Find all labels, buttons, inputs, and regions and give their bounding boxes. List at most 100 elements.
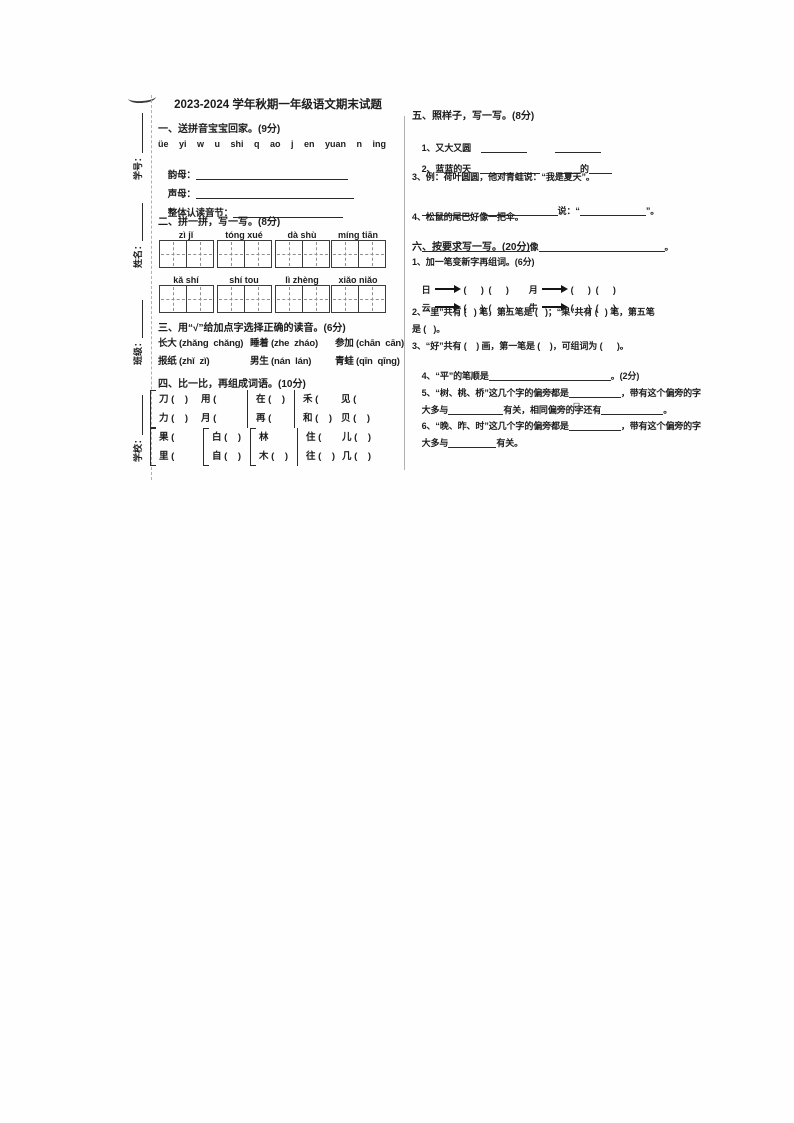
pair-top: 林 [259,432,285,443]
pair-bracket [294,390,300,428]
writing-grid [158,240,214,268]
q3-item: 青蛙 (qīn qīng) [335,356,400,367]
pinyin-letter: j [290,139,294,149]
q4-row2: 果 ( 里 ( 白 ( ) 自 ( ) 林 木 ( ) 住 ( 往 ( ) 儿 (… [0,428,371,468]
answer-blank [421,241,530,252]
pair-top: 住 ( [306,432,332,443]
pair-top: 刀 ( ) [159,394,189,405]
q6-sub6-head: 6、“晚、昨、时”这几个字的偏旁都是 [421,421,569,431]
pinyin-letter: shi [230,139,244,149]
arrow-icon [434,285,461,293]
margin-student-id: 学号： [121,112,154,190]
student-id-blank [132,112,143,153]
answer-blank [481,142,528,153]
q6-sub6-line1: 6、“晚、昨、时”这几个字的偏旁都是 ，带有这个偏旁的字 [412,407,701,446]
word-block: dà shù [274,230,330,268]
q3-item: 报纸 (zhǐ zǐ) [158,356,210,367]
pair-group: 住 ( 往 ( ) [297,428,335,466]
pinyin-letter: ing [372,139,386,149]
q1-shengmu-line: 声母： [158,175,354,214]
yunmu-blank [195,169,348,180]
pair-top: 见 ( [341,394,367,405]
pair-top: 儿 ( ) [342,432,372,443]
word-pinyin: xiǎo niǎo [338,275,378,285]
q3-item: 长大 (zhǎng chǎng) [158,338,244,349]
q5-item-1: 1、又大又圆 [412,129,602,168]
answer-blank [517,163,541,174]
word-block: shí tou [216,275,272,313]
q6-sub5-line2-b: 有关，相同偏旁的字还有 [503,405,602,415]
answer-blank [421,205,472,216]
pair-top: 用 ( [201,394,227,405]
q5-item3-tail: ”。 [645,206,660,216]
pair-group: 林 木 ( ) [250,428,288,466]
q1-zhengti-line: 整体认读音节： [158,194,343,233]
writing-grid [274,240,330,268]
pair-bottom: 和 ( ) [303,413,333,424]
pair-top: 果 ( [159,432,185,443]
q6-sub4-head: 4、“平”的笔顺是 [421,371,489,381]
pair-bottom: 木 ( ) [259,451,289,462]
q6-sub5-line2-tail: 。 [663,405,673,415]
q6-sub2-line2: 是 ( )。 [412,324,446,334]
zhengti-label: 整体认读音节： [167,208,233,219]
q3-item: 睡着 (zhe zháo) [250,338,318,349]
q6-sub6-tail: ，带有这个偏旁的字 [620,421,701,431]
yunmu-label: 韵母： [167,170,196,181]
pair-group: 在 ( ) 再 ( [247,390,285,428]
q6-sub5-tail: ，带有这个偏旁的字 [620,388,701,398]
answer-blank [579,205,646,216]
student-id-label: 学号： [133,152,143,180]
q3-item: 参加 (chān cān) [335,338,404,349]
pinyin-letter: q [253,139,260,149]
answer-blank [588,163,612,174]
pair-bracket [247,390,253,428]
q5-item-3-answer: 说：“ ”。 [412,192,659,231]
q5-item-4-answer: 像。 [412,228,674,267]
word-pinyin: lì zhèng [285,275,319,285]
arrow-icon [541,285,568,293]
q6-sub4: 4、“平”的笔顺是 。(2分) [412,357,639,396]
pair-top: 在 ( ) [256,394,286,405]
school-label: 学校： [133,434,143,462]
arrow-source-char: 牛 [528,303,538,313]
pair-bracket [250,428,256,466]
arrow-parens: ( ) ( ) [463,285,509,295]
pair-group: 用 ( 月 ( [201,390,227,428]
class-label: 班级： [133,337,143,365]
class-blank [132,299,143,338]
q2-heading: 二、拼一拼，写一写。(8分) [158,217,281,228]
answer-blank [538,241,665,252]
q6-heading: 六、按要求写一写。(20分) [412,242,530,253]
pinyin-letter: yuan [324,139,346,149]
word-block: lì zhèng [274,275,330,313]
pair-bottom: 里 ( [159,451,185,462]
arrow-source-char: 云 [421,303,431,313]
pair-bottom: 力 ( ) [159,413,189,424]
margin-name: 姓名： [121,202,154,278]
word-pinyin: zì jǐ [178,230,194,240]
pair-group: 禾 ( 和 ( ) [294,390,332,428]
word-pinyin: tóng xué [225,230,263,240]
answer-blank [558,163,581,174]
school-blank [132,394,143,435]
fold-line [151,95,152,480]
q6-sub6-line2-a: 大多与 [421,438,449,448]
pinyin-letter: w [197,139,205,149]
q6-arrow-row-1: 日 ( ) ( ) 月 ( ) ( ) [412,271,616,310]
pinyin-letter: üe [158,139,169,149]
arrow-source-char: 月 [528,285,538,295]
q6-sub3: 3、“好”共有 ( ) 画，第一笔是 ( )，可组词为 ( )。 [412,341,629,351]
pinyin-letter: yi [179,139,187,149]
q6-sub5-line2: 大多与 有关，相同偏旁的字还有 。 [412,391,672,430]
q1-yunmu-line: 韵母： [158,156,348,195]
pair-group: 刀 ( ) 力 ( ) [150,390,188,428]
q5-item3-mid: 说：“ [557,206,580,216]
q5-item2-label: 2、蓝蓝的天 [421,164,472,174]
q5-item-4-example: 4、松鼠的尾巴好像一把伞。 [412,212,524,222]
handwritten-mark: 日 [572,402,582,412]
answer-blank [448,404,504,415]
pair-bracket [150,390,156,428]
pair-bracket [203,428,209,466]
